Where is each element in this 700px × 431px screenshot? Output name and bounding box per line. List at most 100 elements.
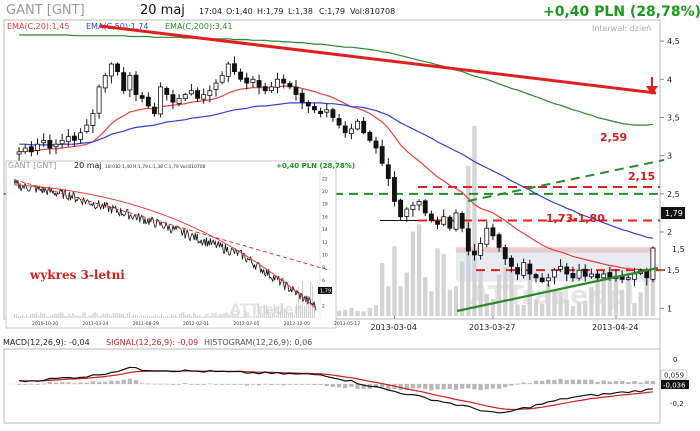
candle-body [28,146,34,153]
inset-volume-bar [118,313,120,318]
macd-histogram-bar [201,384,206,385]
inset-volume-bar [165,316,167,318]
candle-body [490,227,496,237]
macd-histogram-bar [220,384,225,385]
inset-volume-bar [309,281,312,318]
macd-histogram-bar [404,384,409,390]
inset-volume-bar [86,316,88,318]
interval-label: Interwał: dzień [592,24,651,33]
inset-volume-bar [30,314,32,318]
inset-volume-bar [96,313,98,318]
inset-volume-bar [134,314,136,318]
macd-histogram-bar [343,384,348,389]
inset-volume-bar [26,314,28,318]
macd-label: MACD(12,26,9): -0,04 [3,338,90,347]
candle-body [588,273,594,278]
candle-body [521,262,527,276]
volume-bar [373,305,379,316]
macd-histogram-bar [318,384,323,385]
volume-bar [509,268,514,316]
inset-last-label: 1,79 [320,289,331,295]
candle-body [293,86,299,95]
macd-histogram-bar [466,384,471,389]
inset-x-label: 2010-10-20 [32,321,58,327]
candle-body [398,199,404,218]
macd-histogram-bar [60,382,65,384]
inset-volume-bar [253,313,255,318]
candle-body [145,96,151,107]
macd-histogram-bar [96,381,102,384]
inset-volume-bar [177,316,179,318]
macd-histogram-bar [429,384,434,391]
inset-volume-bar [291,311,294,318]
candle-body [330,109,336,118]
legend-ema50: EMA(C,50):1,74 [86,22,149,31]
support-trend-line [456,266,659,313]
macd-histogram-bar [23,384,28,385]
macd-histogram-bar [527,383,532,384]
candle-body [644,270,650,279]
macd-histogram-bar [306,384,311,385]
candle-body [250,78,256,83]
inset-volume-bar [104,314,106,318]
inset-x-label: 2013-05-17 [334,321,360,327]
inset-trend-line [13,179,331,271]
macd-histogram-bar [238,384,243,385]
header-high: H:1,79 [257,7,284,16]
x-tick-label: 2013-03-04 [370,323,417,332]
volume-bar [607,264,612,316]
candle-body [632,273,637,280]
inset-y-label: 10 [322,253,328,259]
y-tick-label: 1 [667,304,672,313]
candle-body [47,139,53,149]
candle-body [219,75,225,83]
inset-volume-bar [219,313,221,318]
header-open: O:1,40 [226,7,253,16]
inset-volume-bar [62,312,64,318]
inset-volume-bar [72,313,74,318]
inset-volume-bar [156,315,159,318]
upper-channel-line [467,159,665,202]
volume-bar [613,277,619,316]
macd-histogram-bar [152,383,157,385]
inset-y-label: 22 [322,176,328,182]
inset-y-label: 16 [322,214,328,220]
candle-body [232,63,237,73]
inset-volume-bar [225,312,227,318]
inset-volume-bar [265,305,267,318]
macd-histogram-label: HISTOGRAM(12,26,9): 0,06 [204,338,312,347]
candle-body [324,109,330,113]
volume-bar [453,286,459,316]
inset-frame [5,160,337,329]
volume-bar [503,266,508,316]
inset-volume-bar [108,314,110,318]
inset-volume-bar [88,315,90,318]
macd-histogram-bar [583,379,588,384]
inset-volume-bar [213,313,215,318]
macd-histogram-bar [336,384,342,388]
volume-bar [460,261,465,316]
inset-volume-bar [311,285,314,318]
macd-histogram-bar [250,384,256,385]
candle-body [102,75,108,89]
macd-histogram-bar [72,383,77,385]
candle-body [201,94,207,100]
macd-histogram-bar [35,384,40,385]
macd-histogram-bar [330,384,336,387]
volume-bar [620,289,625,316]
inset-volume-bar [40,312,42,318]
volume-bar [410,231,416,316]
inset-volume-bar [32,313,34,318]
macd-histogram-bar [361,384,366,390]
volume-bar [386,286,391,316]
candle-body [35,143,40,151]
inset-volume-bar [112,312,114,318]
resistance-zone [456,247,656,253]
inset-ticker: GANT [GNT] [8,161,56,170]
macd-histogram-bar [140,383,145,384]
macd-histogram-bar [546,379,551,384]
candle-body [410,204,416,210]
candle-body [465,228,471,252]
volume-bar [361,311,366,316]
candle-body [459,213,465,229]
